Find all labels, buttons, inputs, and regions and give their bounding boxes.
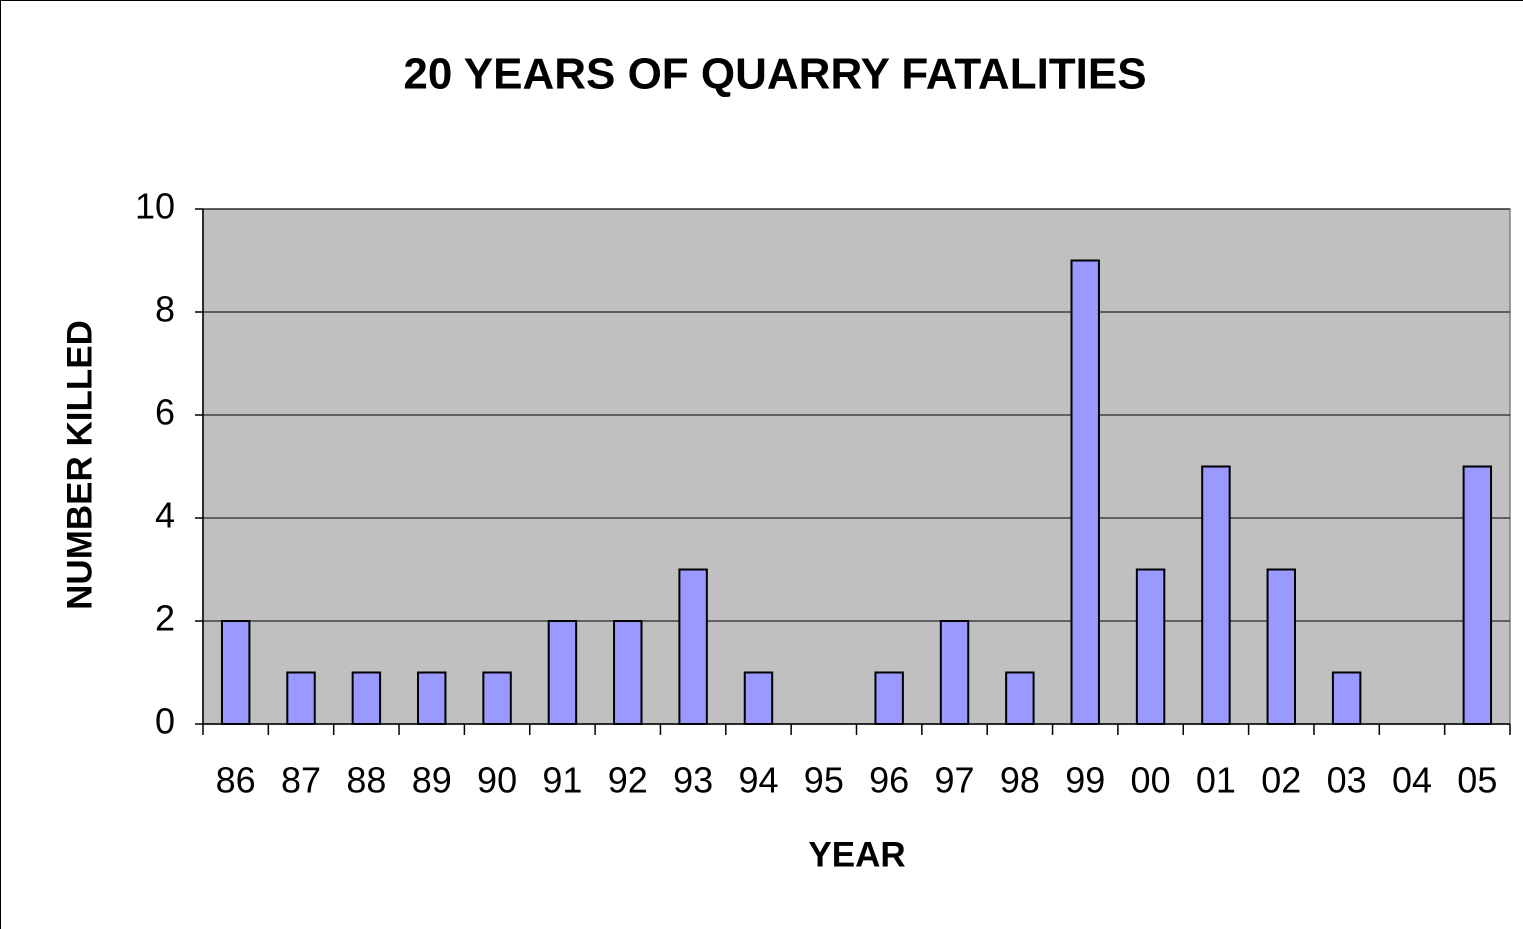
- bar: [613, 620, 643, 725]
- bar: [1070, 259, 1100, 725]
- x-tick-label: 93: [673, 760, 713, 801]
- x-axis-title: YEAR: [808, 835, 905, 874]
- x-tick-label: 90: [477, 760, 517, 801]
- x-tick-label: 91: [542, 760, 582, 801]
- bar: [1266, 568, 1296, 725]
- y-tick-label: 0: [155, 701, 175, 742]
- bar: [1005, 671, 1035, 725]
- bar: [1135, 568, 1166, 725]
- x-tick-label: 99: [1065, 760, 1105, 801]
- x-tick-label: 87: [281, 760, 321, 801]
- x-tick-label: 98: [1000, 760, 1040, 801]
- x-tick-label: 92: [608, 760, 648, 801]
- x-tick-label: 02: [1261, 760, 1301, 801]
- x-tick-label: 95: [804, 760, 844, 801]
- x-tick-label: 03: [1327, 760, 1367, 801]
- bar: [351, 671, 382, 725]
- bar: [874, 671, 904, 725]
- bar: [417, 671, 447, 725]
- x-tick-label: 05: [1457, 760, 1497, 801]
- bar: [743, 671, 774, 725]
- y-tick-label: 4: [155, 495, 175, 536]
- x-tick-label: 89: [412, 760, 452, 801]
- x-tick-label: 88: [346, 760, 386, 801]
- plot-area: [202, 208, 1511, 725]
- bar: [1331, 671, 1362, 725]
- bar: [1462, 465, 1493, 725]
- chart-title: 20 YEARS OF QUARRY FATALITIES: [403, 50, 1146, 99]
- bar: [482, 671, 512, 725]
- y-axis-title: NUMBER KILLED: [60, 320, 99, 610]
- y-tick-label: 2: [155, 598, 175, 639]
- bar: [1201, 465, 1231, 725]
- x-tick-label: 94: [738, 760, 778, 801]
- x-tick-label: 96: [869, 760, 909, 801]
- x-tick-label: 86: [216, 760, 256, 801]
- bar: [939, 620, 970, 725]
- x-tick-label: 97: [935, 760, 975, 801]
- y-tick-label: 6: [155, 392, 175, 433]
- y-tick-label: 10: [135, 186, 175, 227]
- bar: [678, 568, 708, 725]
- x-tick-label: 04: [1392, 760, 1432, 801]
- bar: [220, 620, 251, 725]
- x-tick-label: 00: [1131, 760, 1171, 801]
- bar: [547, 620, 578, 725]
- y-tick-label: 8: [155, 289, 175, 330]
- x-tick-label: 01: [1196, 760, 1236, 801]
- bar: [286, 671, 316, 725]
